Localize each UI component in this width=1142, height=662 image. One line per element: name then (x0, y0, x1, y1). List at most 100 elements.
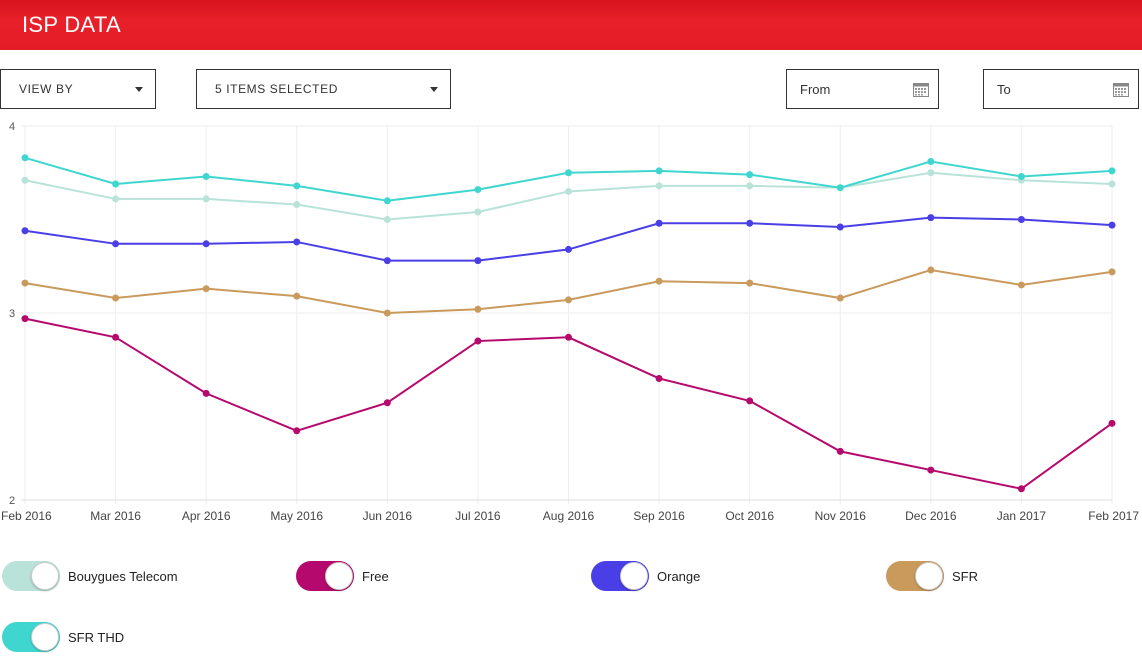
header-bar: ISP DATA (0, 0, 1142, 50)
data-point-sfr (21, 279, 29, 287)
data-point-sfr-thd (746, 171, 754, 179)
data-point-free (836, 447, 844, 455)
data-point-free (565, 333, 572, 341)
data-point-bouygues-telecom (293, 201, 301, 209)
from-date-placeholder: From (800, 81, 831, 97)
data-point-orange (293, 238, 301, 246)
data-point-orange (1108, 221, 1116, 229)
x-tick-label: Mar 2016 (90, 509, 141, 523)
legend-item-sfr-thd[interactable]: SFR THD (2, 622, 124, 652)
data-point-sfr (383, 309, 391, 317)
data-point-bouygues-telecom (21, 176, 29, 184)
data-point-bouygues-telecom (474, 208, 482, 216)
data-point-sfr (293, 292, 301, 300)
data-point-orange (565, 245, 572, 253)
toggle-switch[interactable] (591, 561, 649, 591)
legend-label: Orange (657, 568, 701, 584)
data-point-orange (112, 240, 120, 248)
data-point-sfr-thd (21, 154, 29, 162)
data-point-orange (383, 257, 391, 265)
from-date-input[interactable]: From (786, 69, 939, 109)
data-point-orange (655, 219, 663, 227)
view-by-dropdown[interactable]: VIEW BY (0, 69, 156, 109)
isp-line-chart: 2 3 4 Feb 2016 Mar 2016 Apr 2016 May 2016 Jun 2… (1, 121, 1139, 523)
x-tick-label: Jul 2016 (455, 509, 501, 523)
x-tick-label: Dec 2016 (905, 509, 957, 523)
data-point-sfr-thd (565, 169, 572, 177)
view-by-label: VIEW BY (19, 82, 74, 96)
calendar-icon[interactable] (1113, 82, 1129, 97)
data-point-bouygues-telecom (112, 195, 120, 203)
data-point-orange (21, 227, 29, 235)
data-point-orange (927, 214, 935, 222)
data-point-sfr-thd (202, 172, 210, 180)
data-point-bouygues-telecom (202, 195, 210, 203)
toggle-switch[interactable] (296, 561, 354, 591)
data-point-sfr-thd (474, 186, 482, 194)
toggle-knob (31, 623, 59, 651)
data-point-free (655, 374, 663, 382)
data-point-free (474, 337, 482, 345)
page-title: ISP DATA (22, 12, 121, 37)
x-tick-label: Sep 2016 (633, 509, 685, 523)
data-point-sfr-thd (1108, 167, 1116, 175)
data-point-free (927, 466, 935, 474)
data-point-sfr (746, 279, 754, 287)
data-point-free (383, 399, 391, 407)
x-tick-label: May 2016 (270, 509, 323, 523)
toggle-knob (620, 562, 648, 590)
data-point-free (1017, 485, 1025, 493)
data-point-sfr (655, 277, 663, 285)
items-selected-label: 5 ITEMS SELECTED (215, 82, 338, 96)
legend-label: Free (362, 568, 389, 584)
data-point-free (746, 397, 754, 405)
calendar-icon[interactable] (913, 82, 929, 97)
data-point-sfr (474, 305, 482, 313)
data-point-sfr-thd (293, 182, 301, 190)
legend-label: Bouygues Telecom (68, 568, 178, 584)
data-point-sfr-thd (383, 197, 391, 205)
x-tick-label: Oct 2016 (725, 509, 774, 523)
x-tick-label: Jun 2016 (363, 509, 413, 523)
data-point-orange (836, 223, 844, 231)
data-point-sfr (927, 266, 935, 274)
to-date-input[interactable]: To (983, 69, 1139, 109)
data-point-free (293, 427, 301, 435)
toggle-switch[interactable] (2, 561, 60, 591)
x-tick-label: Feb 2016 (1, 509, 52, 523)
toggle-knob (31, 562, 59, 590)
data-point-bouygues-telecom (927, 169, 935, 177)
data-point-sfr (1108, 268, 1116, 276)
data-point-bouygues-telecom (746, 182, 754, 190)
toggle-knob (915, 562, 943, 590)
data-point-sfr-thd (655, 167, 663, 175)
data-point-bouygues-telecom (1108, 180, 1116, 188)
legend-item-free[interactable]: Free (296, 561, 389, 591)
data-point-bouygues-telecom (655, 182, 663, 190)
toggle-switch[interactable] (886, 561, 944, 591)
y-tick-label: 4 (9, 121, 15, 133)
y-tick-label: 2 (9, 495, 15, 507)
data-point-sfr-thd (836, 184, 844, 192)
data-point-orange (474, 257, 482, 265)
data-point-sfr (112, 294, 120, 302)
x-tick-label: Jan 2017 (997, 509, 1047, 523)
data-point-bouygues-telecom (565, 187, 572, 195)
legend-item-sfr[interactable]: SFR (886, 561, 978, 591)
data-point-orange (746, 219, 754, 227)
data-point-sfr (202, 285, 210, 293)
items-selected-dropdown[interactable]: 5 ITEMS SELECTED (196, 69, 451, 109)
x-tick-label: Feb 2017 (1088, 509, 1139, 523)
legend-item-bouygues-telecom[interactable]: Bouygues Telecom (2, 561, 178, 591)
legend-item-orange[interactable]: Orange (591, 561, 700, 591)
data-point-free (21, 315, 29, 323)
toggle-switch[interactable] (2, 622, 60, 652)
chevron-down-icon (430, 86, 438, 92)
data-point-sfr (565, 296, 572, 304)
to-date-placeholder: To (997, 81, 1011, 97)
data-point-sfr-thd (927, 158, 935, 166)
legend-label: SFR THD (68, 629, 125, 645)
x-tick-label: Nov 2016 (815, 509, 867, 523)
data-point-sfr-thd (112, 180, 120, 188)
toggle-knob (325, 562, 353, 590)
